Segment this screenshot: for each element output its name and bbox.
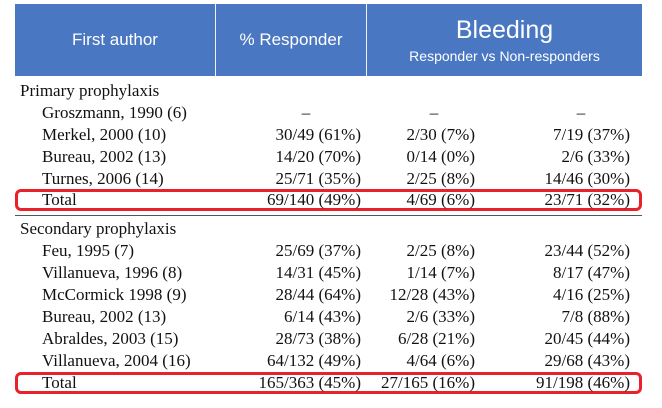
responder-cell: 30/49 (61%) bbox=[275, 125, 361, 144]
responder-bleeding-cell: 1/14 (7%) bbox=[406, 263, 475, 282]
nonresponder-bleeding-cell: 20/45 (44%) bbox=[544, 329, 630, 348]
responder-bleeding-cell: 4/69 (6%) bbox=[406, 190, 475, 209]
nonresponder-bleeding-cell: 7/19 (37%) bbox=[553, 125, 630, 144]
responder-cell: 69/140 (49%) bbox=[267, 190, 361, 209]
table-row: Groszmann, 1990 (6) – – – bbox=[0, 102, 662, 124]
nonresponder-bleeding-cell: 7/8 (88%) bbox=[561, 307, 630, 326]
author-cell: Total bbox=[42, 373, 77, 392]
header-bleeding: Bleeding Responder vs Non-responders bbox=[367, 4, 642, 76]
header-responder: % Responder bbox=[239, 30, 343, 49]
total-row-secondary: Total 165/363 (45%) 27/165 (16%) 91/198 … bbox=[0, 372, 662, 394]
total-highlight-box bbox=[15, 189, 642, 211]
table-header: First author % Responder Bleeding Respon… bbox=[15, 4, 642, 76]
author-cell: Bureau, 2002 (13) bbox=[42, 147, 167, 166]
responder-cell: 64/132 (49%) bbox=[267, 351, 361, 370]
nonresponder-bleeding-cell: 8/17 (47%) bbox=[553, 263, 630, 282]
table-row: Villanueva, 2004 (16) 64/132 (49%) 4/64 … bbox=[0, 350, 662, 372]
responder-cell: 14/31 (45%) bbox=[275, 263, 361, 282]
table-row: Bureau, 2002 (13) 14/20 (70%) 0/14 (0%) … bbox=[0, 146, 662, 168]
table-row: Turnes, 2006 (14) 25/71 (35%) 2/25 (8%) … bbox=[0, 168, 662, 190]
author-cell: Merkel, 2000 (10) bbox=[42, 125, 167, 144]
nonresponder-bleeding-cell: 29/68 (43%) bbox=[544, 351, 630, 370]
responder-cell: 25/71 (35%) bbox=[275, 169, 361, 188]
table-row: Feu, 1995 (7) 25/69 (37%) 2/25 (8%) 23/4… bbox=[0, 240, 662, 262]
author-cell: Groszmann, 1990 (6) bbox=[42, 103, 187, 122]
table-row: Abraldes, 2003 (15) 28/73 (38%) 6/28 (21… bbox=[0, 328, 662, 350]
responder-bleeding-cell: 2/25 (8%) bbox=[406, 169, 475, 188]
responder-cell: 28/73 (38%) bbox=[275, 329, 361, 348]
responder-bleeding-cell: 2/6 (33%) bbox=[406, 307, 475, 326]
responder-bleeding-cell: 27/165 (16%) bbox=[381, 373, 475, 392]
header-bleeding-subtitle: Responder vs Non-responders bbox=[409, 48, 600, 64]
nonresponder-bleeding-cell: 14/46 (30%) bbox=[544, 169, 630, 188]
author-cell: Villanueva, 1996 (8) bbox=[42, 263, 183, 282]
nonresponder-bleeding-cell: 4/16 (25%) bbox=[553, 285, 630, 304]
responder-cell: 28/44 (64%) bbox=[275, 285, 361, 304]
section-row-primary: Primary prophylaxis bbox=[0, 80, 662, 102]
responder-cell: 25/69 (37%) bbox=[275, 241, 361, 260]
author-cell: Turnes, 2006 (14) bbox=[42, 169, 164, 188]
nonresponder-bleeding-cell: – bbox=[576, 103, 586, 122]
responder-bleeding-cell: 0/14 (0%) bbox=[406, 147, 475, 166]
author-cell: McCormick 1998 (9) bbox=[42, 285, 187, 304]
responder-cell: 14/20 (70%) bbox=[275, 147, 361, 166]
section-divider bbox=[15, 215, 642, 216]
table-row: Villanueva, 1996 (8) 14/31 (45%) 1/14 (7… bbox=[0, 262, 662, 284]
table-row: McCormick 1998 (9) 28/44 (64%) 12/28 (43… bbox=[0, 284, 662, 306]
header-divider bbox=[215, 4, 216, 76]
responder-bleeding-cell: 2/25 (8%) bbox=[406, 241, 475, 260]
responder-cell: 165/363 (45%) bbox=[258, 373, 361, 392]
nonresponder-bleeding-cell: 91/198 (46%) bbox=[536, 373, 630, 392]
nonresponder-bleeding-cell: 23/44 (52%) bbox=[544, 241, 630, 260]
nonresponder-bleeding-cell: 23/71 (32%) bbox=[544, 190, 630, 209]
nonresponder-bleeding-cell: 2/6 (33%) bbox=[561, 147, 630, 166]
table-row: Bureau, 2002 (13) 6/14 (43%) 2/6 (33%) 7… bbox=[0, 306, 662, 328]
section-label: Primary prophylaxis bbox=[20, 81, 160, 100]
responder-bleeding-cell: 4/64 (6%) bbox=[406, 351, 475, 370]
author-cell: Abraldes, 2003 (15) bbox=[42, 329, 179, 348]
responder-cell: 6/14 (43%) bbox=[284, 307, 361, 326]
section-row-secondary: Secondary prophylaxis bbox=[0, 218, 662, 240]
author-cell: Feu, 1995 (7) bbox=[42, 241, 135, 260]
responder-bleeding-cell: 6/28 (21%) bbox=[398, 329, 475, 348]
responder-bleeding-cell: – bbox=[429, 103, 439, 122]
responder-bleeding-cell: 2/30 (7%) bbox=[406, 125, 475, 144]
section-label: Secondary prophylaxis bbox=[20, 219, 177, 238]
responder-cell: – bbox=[301, 103, 311, 122]
total-row-primary: Total 69/140 (49%) 4/69 (6%) 23/71 (32%) bbox=[0, 189, 662, 211]
author-cell: Bureau, 2002 (13) bbox=[42, 307, 167, 326]
header-first-author: First author bbox=[72, 30, 158, 49]
author-cell: Villanueva, 2004 (16) bbox=[42, 351, 191, 370]
header-bleeding-title: Bleeding bbox=[455, 16, 554, 44]
table-row: Merkel, 2000 (10) 30/49 (61%) 2/30 (7%) … bbox=[0, 124, 662, 146]
responder-bleeding-cell: 12/28 (43%) bbox=[389, 285, 475, 304]
total-highlight-box bbox=[15, 372, 642, 394]
author-cell: Total bbox=[42, 190, 77, 209]
header-divider bbox=[366, 4, 367, 76]
